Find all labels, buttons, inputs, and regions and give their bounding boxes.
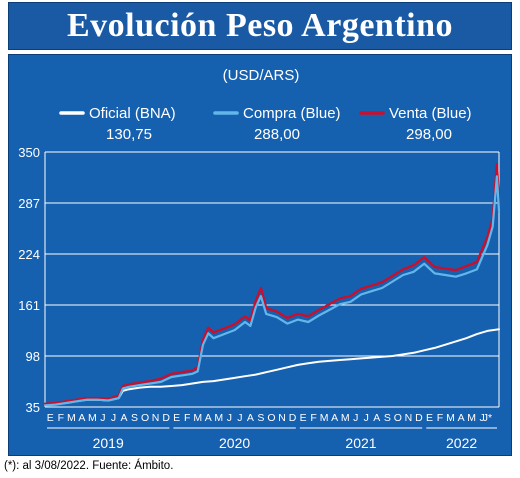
- x-tick-label: N: [152, 412, 160, 424]
- footnote: (*): al 3/08/2022. Fuente: Ámbito.: [4, 460, 174, 472]
- x-tick-label: A: [373, 412, 380, 424]
- x-tick-label: O: [394, 412, 402, 424]
- legend-value: 298,00: [406, 126, 452, 143]
- x-tick-label: J: [227, 412, 232, 424]
- x-tick-label: E: [300, 412, 307, 424]
- x-tick-label: S: [257, 412, 264, 424]
- legend-label: Oficial (BNA): [89, 105, 176, 122]
- year-label: 2019: [93, 435, 124, 451]
- x-tick-label: F: [437, 412, 443, 424]
- x-tick-label: F: [184, 412, 190, 424]
- legend-label: Compra (Blue): [243, 105, 341, 122]
- x-tick-label: N: [278, 412, 286, 424]
- grid-layer: [44, 151, 500, 408]
- x-tick-label: F: [58, 412, 64, 424]
- x-tick-label: S: [384, 412, 391, 424]
- x-tick-label: D: [289, 412, 297, 424]
- y-tick-label: 98: [26, 349, 40, 364]
- x-tick-label: F: [310, 412, 316, 424]
- legend-value: 130,75: [106, 126, 152, 143]
- x-tick-label: J: [100, 412, 105, 424]
- x-tick-label: D: [162, 412, 170, 424]
- x-tick-label: J: [480, 412, 485, 424]
- chart-title: Evolución Peso Argentino: [66, 7, 454, 44]
- x-tick-label: A: [205, 412, 212, 424]
- x-tick-label: M: [341, 412, 350, 424]
- x-tick-label: O: [267, 412, 275, 424]
- chart-panel: 35 98 161 224 287 350 E F M A M J J A S O N D E F M A M J J A S O N D…: [8, 54, 512, 456]
- legend: (USD/ARS) Oficial (BNA) 130,75 Compra (Blue…: [59, 67, 472, 143]
- x-tick-label: O: [141, 412, 149, 424]
- year-label: 2020: [219, 435, 250, 451]
- x-tick-label: M: [67, 412, 76, 424]
- y-tick-label: 287: [18, 196, 40, 211]
- year-label: 2022: [446, 435, 477, 451]
- series-line-venta: [43, 162, 501, 405]
- x-tick-label: J: [353, 412, 358, 424]
- y-tick-label: 224: [18, 247, 40, 262]
- x-tick-label: M: [446, 412, 455, 424]
- x-tick-label: M: [193, 412, 202, 424]
- x-tick-label: A: [458, 412, 465, 424]
- y-tick-label: 35: [26, 400, 40, 415]
- year-label: 2021: [345, 435, 376, 451]
- x-tick-label: J: [111, 412, 116, 424]
- series-layer: [43, 162, 501, 407]
- y-tick-label: 161: [18, 298, 40, 313]
- series-line-oficial: [44, 328, 500, 406]
- x-tick-label: E: [47, 412, 54, 424]
- x-tick-label: M: [320, 412, 329, 424]
- series-line-compra-overlay: [44, 175, 500, 407]
- y-tick-label: 350: [18, 145, 40, 160]
- x-tick-label: J*: [483, 412, 492, 424]
- x-tick-label: N: [405, 412, 413, 424]
- x-tick-label: M: [214, 412, 223, 424]
- unit-label: (USD/ARS): [223, 67, 300, 84]
- x-tick-label: D: [415, 412, 423, 424]
- x-tick-label: E: [426, 412, 433, 424]
- x-tick-label: E: [173, 412, 180, 424]
- x-tick-label: A: [78, 412, 85, 424]
- x-tick-label: M: [467, 412, 476, 424]
- x-tick-label: S: [131, 412, 138, 424]
- x-tick-label: A: [120, 412, 127, 424]
- x-tick-label: J: [237, 412, 242, 424]
- title-bar: Evolución Peso Argentino: [8, 2, 512, 50]
- legend-label: Venta (Blue): [389, 105, 472, 122]
- legend-value: 288,00: [254, 126, 300, 143]
- x-tick-label: M: [88, 412, 97, 424]
- x-tick-label: J: [364, 412, 369, 424]
- x-tick-label: A: [331, 412, 338, 424]
- x-tick-label: A: [247, 412, 254, 424]
